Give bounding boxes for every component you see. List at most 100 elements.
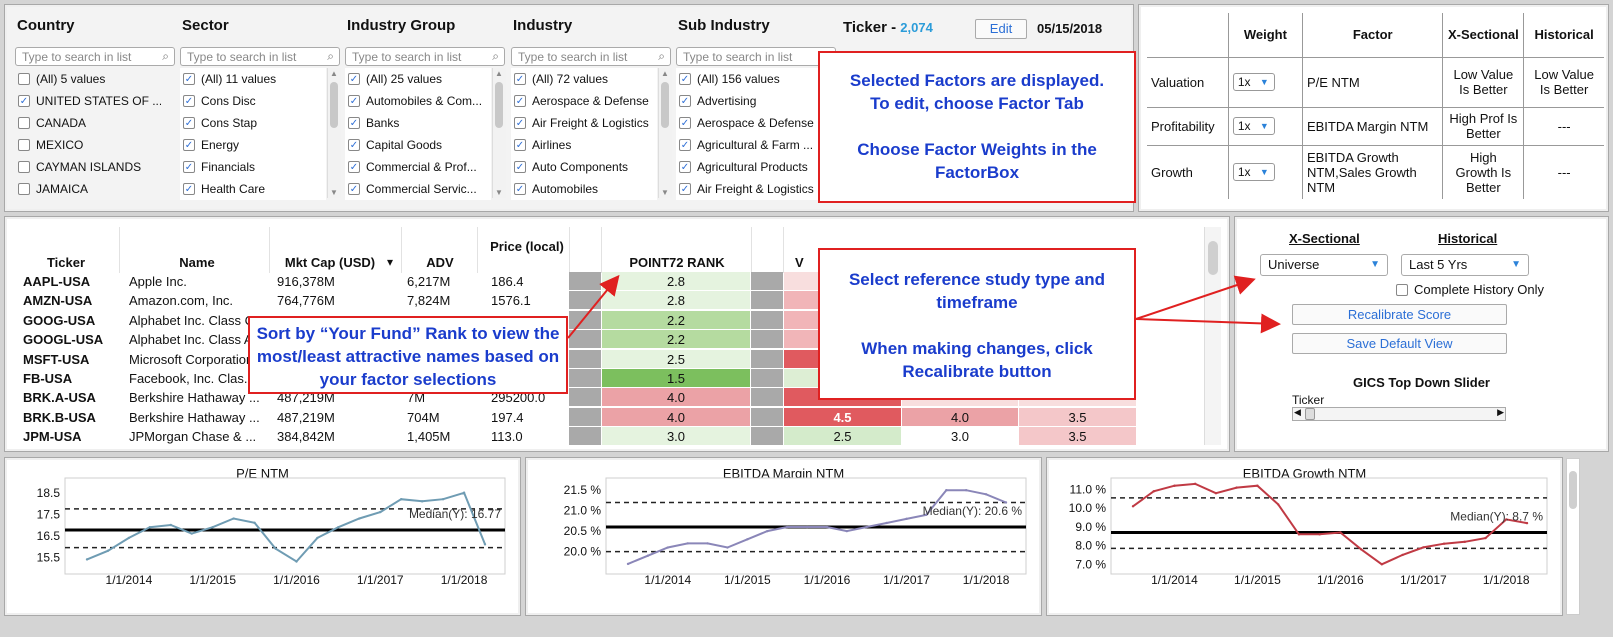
scrollbar-thumb[interactable] [661,82,669,128]
filter-list-item[interactable]: ✓ Agricultural & Farm ... [676,134,822,156]
slider-handle[interactable] [1305,408,1315,420]
checkbox[interactable]: ✓ [514,139,526,151]
scroll-up-icon[interactable]: ▲ [495,69,503,78]
page-scrollbar[interactable] [1566,458,1580,615]
filter-list-item[interactable]: ✓ Banks [345,112,491,134]
y-tick-label: 16.5 [37,529,61,543]
checkbox[interactable]: ✓ [679,117,691,129]
filter-list-item[interactable]: ✓ Commercial & Prof... [345,156,491,178]
filter-list-item[interactable]: ✓ Cons Disc [180,90,326,112]
filter-list-item[interactable]: ✓ Cons Stap [180,112,326,134]
recalibrate-button[interactable]: Recalibrate Score [1292,304,1507,325]
filter-search-input[interactable]: Type to search in list⌕ [511,47,671,66]
filter-list-item[interactable]: ✓ Air Freight & Logistics [511,112,657,134]
checkbox[interactable]: ✓ [183,139,195,151]
filter-list-item[interactable]: ✓ Automobiles [511,178,657,200]
filter-list-item[interactable]: ✓ Auto Components [511,156,657,178]
scroll-down-icon[interactable]: ▼ [495,188,503,197]
filter-list-item[interactable]: ✓ Advertising [676,90,822,112]
filter-list-item[interactable]: ✓ Air Freight & Logistics [676,178,822,200]
checkbox[interactable]: ✓ [348,183,360,195]
filter-search-input[interactable]: Type to search in list⌕ [676,47,836,66]
filter-list-item[interactable]: ✓ (All) 72 values [511,68,657,90]
weight-dropdown[interactable]: 1x ▼ [1232,117,1275,135]
checkbox-box[interactable] [1396,283,1408,296]
filter-list-item[interactable]: ✓ Aerospace & Defense [676,112,822,134]
checkbox[interactable]: ✓ [514,95,526,107]
filter-list-item[interactable]: ✓ Aerospace & Defense [511,90,657,112]
chevron-left-icon[interactable]: ◀ [1294,407,1301,417]
checkbox[interactable]: ✓ [679,161,691,173]
filter-list-item[interactable]: ✓ Airlines [511,134,657,156]
checkbox[interactable]: ✓ [183,183,195,195]
checkbox[interactable]: ✓ [679,183,691,195]
scroll-down-icon[interactable]: ▼ [661,188,669,197]
scroll-up-icon[interactable]: ▲ [330,69,338,78]
complete-history-checkbox[interactable]: Complete History Only [1396,282,1544,297]
checkbox[interactable]: ✓ [348,73,360,85]
checkbox[interactable]: ✓ [514,117,526,129]
checkbox[interactable]: ✓ [679,73,691,85]
filter-list-item[interactable]: MEXICO [15,134,161,156]
filter-list-item[interactable]: ✓ Automobiles & Com... [345,90,491,112]
filter-list-item[interactable]: ✓ Energy [180,134,326,156]
gics-slider[interactable]: ◀ ▶ [1292,407,1506,421]
filter-search-input[interactable]: Type to search in list⌕ [180,47,340,66]
sort-icon[interactable]: ▾ [387,255,394,269]
filter-list-item[interactable]: ✓ UNITED STATES OF ... [15,90,161,112]
filter-scrollbar[interactable]: ▲▼ [327,68,341,198]
filter-list-item[interactable]: ✓ Commercial Servic... [345,178,491,200]
filter-list-item[interactable]: ✓ (All) 156 values [676,68,822,90]
table-scrollbar[interactable] [1204,227,1221,445]
filter-list-item[interactable]: CAYMAN ISLANDS [15,156,161,178]
checkbox[interactable]: ✓ [348,95,360,107]
checkbox[interactable]: ✓ [183,117,195,129]
checkbox[interactable]: ✓ [679,139,691,151]
filter-list-item[interactable]: ✓ (All) 11 values [180,68,326,90]
checkbox[interactable]: ✓ [348,117,360,129]
scrollbar-thumb[interactable] [1569,471,1577,509]
xsec-dropdown[interactable]: Universe ▼ [1260,254,1388,276]
checkbox[interactable]: ✓ [183,161,195,173]
filter-list-item[interactable]: CANADA [15,112,161,134]
filter-list-item[interactable]: (All) 5 values [15,68,161,90]
weight-dropdown[interactable]: 1x ▼ [1232,73,1275,91]
filter-list-item[interactable]: JAMAICA [15,178,161,200]
series-line [86,491,486,563]
checkbox[interactable]: ✓ [514,161,526,173]
checkbox[interactable]: ✓ [348,161,360,173]
checkbox[interactable]: ✓ [514,183,526,195]
filter-scrollbar[interactable]: ▲▼ [658,68,672,198]
checkbox[interactable]: ✓ [183,95,195,107]
scrollbar-thumb[interactable] [1208,241,1218,275]
rank-header[interactable]: POINT72 RANK [629,255,725,270]
filter-list-item[interactable]: ✓ Agricultural Products [676,156,822,178]
filter-list-item[interactable]: ✓ Capital Goods [345,134,491,156]
filter-list-item[interactable]: ✓ Health Care [180,178,326,200]
checkbox[interactable]: ✓ [514,73,526,85]
weight-dropdown[interactable]: 1x ▼ [1232,163,1275,182]
checkbox[interactable]: ✓ [18,95,30,107]
checkbox[interactable]: ✓ [679,95,691,107]
mktcap-header[interactable]: Mkt Cap (USD) [284,255,376,270]
checkbox[interactable] [18,183,30,195]
hist-dropdown[interactable]: Last 5 Yrs ▼ [1401,254,1529,276]
scrollbar-thumb[interactable] [330,82,338,128]
filter-search-input[interactable]: Type to search in list⌕ [15,47,175,66]
save-default-button[interactable]: Save Default View [1292,333,1507,354]
checkbox[interactable]: ✓ [183,73,195,85]
chevron-right-icon[interactable]: ▶ [1497,407,1504,417]
scroll-down-icon[interactable]: ▼ [330,188,338,197]
filter-search-input[interactable]: Type to search in list⌕ [345,47,505,66]
filter-list-item[interactable]: ✓ Financials [180,156,326,178]
filter-list-item[interactable]: ✓ (All) 25 values [345,68,491,90]
filter-scrollbar[interactable]: ▲▼ [492,68,506,198]
scrollbar-thumb[interactable] [495,82,503,128]
scroll-up-icon[interactable]: ▲ [661,69,669,78]
checkbox[interactable] [18,73,30,85]
checkbox[interactable] [18,161,30,173]
checkbox[interactable]: ✓ [348,139,360,151]
edit-button[interactable]: Edit [975,19,1027,39]
checkbox[interactable] [18,139,30,151]
checkbox[interactable] [18,117,30,129]
